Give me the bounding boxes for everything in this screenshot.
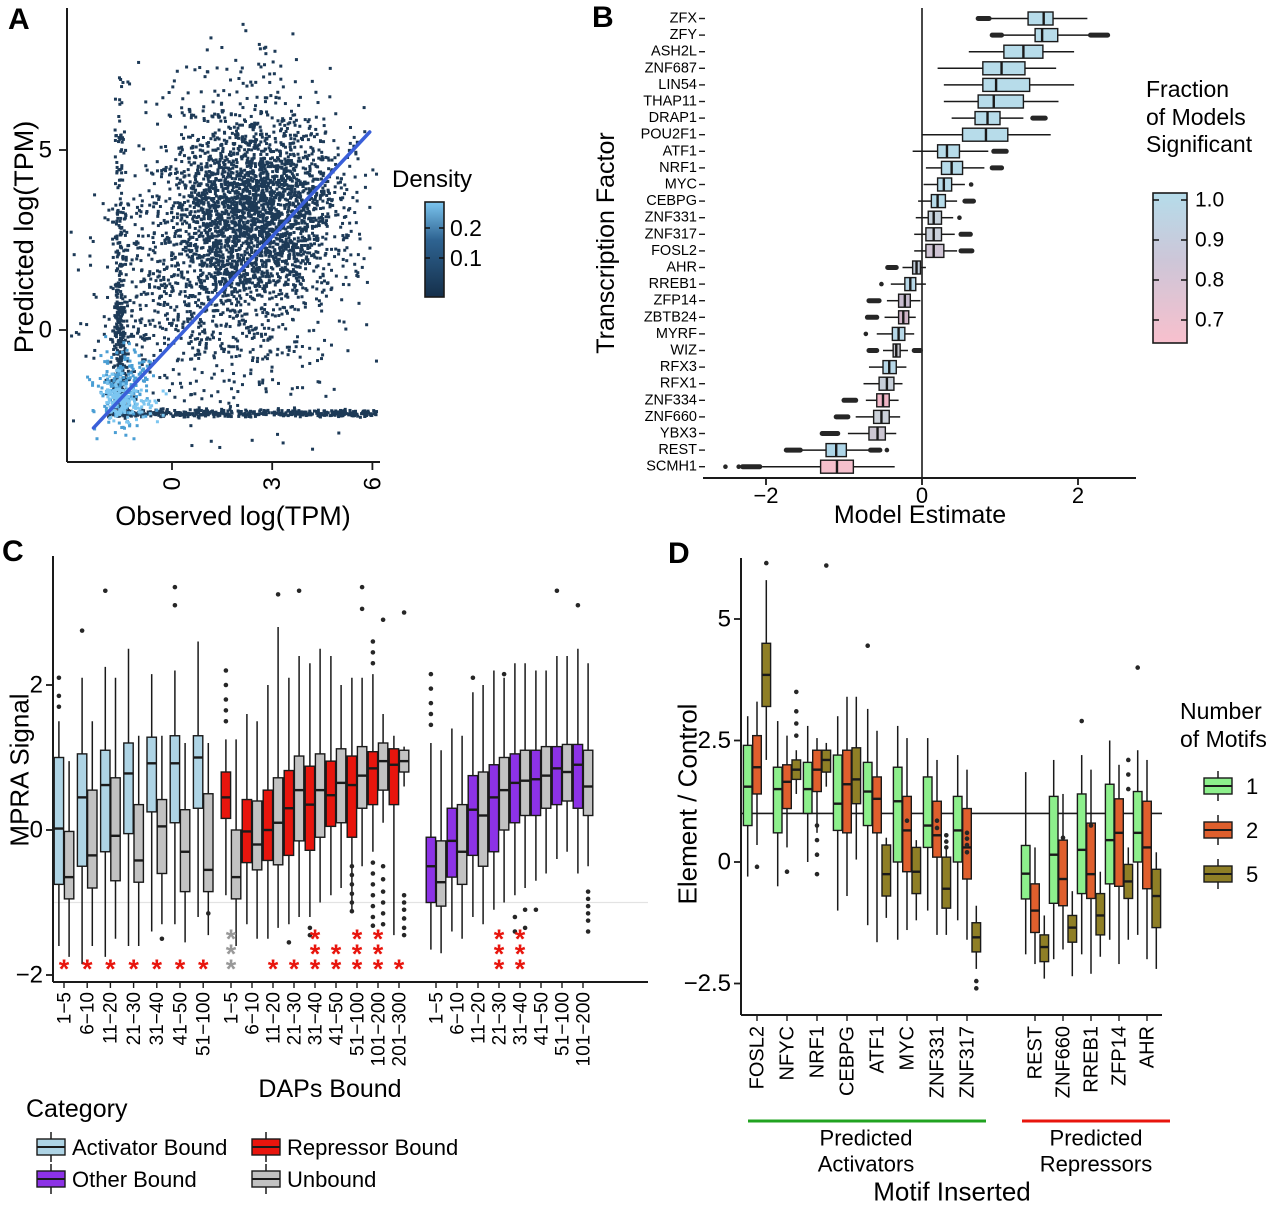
svg-text:AHR: AHR xyxy=(666,260,697,276)
svg-text:ZFY: ZFY xyxy=(670,27,698,43)
panel-a-label: A xyxy=(8,3,30,36)
panel-a-axes: 5 0 0 3 6 xyxy=(39,8,386,490)
legend-label-activator-bound: Activator Bound xyxy=(72,1135,228,1160)
predicted-repressors-label: Predicted Repressors xyxy=(1039,1125,1153,1177)
svg-text:THAP11: THAP11 xyxy=(643,94,697,110)
svg-text:ATF1: ATF1 xyxy=(663,143,697,159)
svg-text:0: 0 xyxy=(159,477,186,490)
category-legend-keys xyxy=(36,1132,281,1194)
panel-b-axes: −2 0 2 xyxy=(703,477,1136,508)
svg-text:CEBPG: CEBPG xyxy=(646,193,697,209)
svg-text:LIN54: LIN54 xyxy=(658,77,697,93)
panel-d-axes: 52.50−2.5 xyxy=(684,558,1162,1016)
svg-text:0: 0 xyxy=(39,317,52,344)
panel-a-scatter-plot: 500 3 60.20.1 xyxy=(39,8,482,490)
svg-text:ZFX: ZFX xyxy=(670,11,698,27)
motif-groups: FOSL2 NFYC NRF1 CEBPG ATF1 MYC ZNF331 ZNF317 RES… xyxy=(742,560,1162,1098)
svg-text:FOSL2: FOSL2 xyxy=(651,243,697,259)
svg-text:6: 6 xyxy=(359,477,386,490)
panel-c-y-axis-title: MPRA Signal xyxy=(4,693,35,847)
density-legend-title: Density xyxy=(392,166,473,193)
svg-text:ZNF687: ZNF687 xyxy=(645,60,697,76)
svg-text:0.2: 0.2 xyxy=(450,215,482,241)
fraction-legend: 1.00.90.80.7 xyxy=(1152,189,1224,344)
legend-label-motifs-1: 1 xyxy=(1246,774,1259,799)
legend-label-repressor-bound: Repressor Bound xyxy=(287,1135,459,1160)
motifs-legend-keys xyxy=(1203,771,1233,889)
svg-text:ASH2L: ASH2L xyxy=(651,44,697,60)
panel-b-label: B xyxy=(592,1,614,34)
fraction-legend-title: Fraction of Models Significant xyxy=(1146,76,1253,158)
panel-a-x-axis-title: Observed log(TPM) xyxy=(115,500,351,531)
motifs-legend-title: Number of Motifs xyxy=(1180,698,1267,752)
panel-c-x-axis-title: DAPs Bound xyxy=(258,1075,402,1103)
panel-c-axes: 20−2 xyxy=(16,556,648,989)
legend-label-unbound: Unbound xyxy=(287,1167,377,1192)
density-legend: 0.20.1 xyxy=(424,201,482,298)
tf-boxplot-rows: ZFXZFYASH2LZNF687LIN54THAP11DRAP1POU2F1A… xyxy=(641,11,1111,475)
scatter-points xyxy=(69,22,379,451)
category-legend-title: Category xyxy=(26,1095,128,1123)
panel-b-y-axis-title: Transcription Factor xyxy=(592,132,620,354)
panel-d-label: D xyxy=(668,537,690,570)
svg-text:NRF1: NRF1 xyxy=(659,160,697,176)
panel-d-y-axis-title: Element / Control xyxy=(672,703,703,905)
panel-d-x-axis-title: Motif Inserted xyxy=(873,1176,1031,1207)
svg-text:5: 5 xyxy=(39,137,52,164)
panel-b-boxplot: ZFXZFYASH2LZNF687LIN54THAP11DRAP1POU2F1A… xyxy=(641,8,1224,508)
legend-label-other-bound: Other Bound xyxy=(72,1167,197,1192)
panel-b-x-axis-title: Model Estimate xyxy=(833,501,1007,529)
panel-c-boxplot: *1−5*6−10*11−20*21−30*31−40*41−50*51−100… xyxy=(16,556,648,1194)
svg-text:ZNF317: ZNF317 xyxy=(645,226,697,242)
legend-label-motifs-5: 5 xyxy=(1246,862,1259,887)
svg-text:ZNF331: ZNF331 xyxy=(645,210,697,226)
dap-bins: *1−5*6−10*11−20*21−30*31−40*41−50*51−100… xyxy=(53,584,594,1067)
panel-d-boxplot: FOSL2 NFYC NRF1 CEBPG ATF1 MYC ZNF331 ZNF317 RES… xyxy=(684,558,1233,1123)
svg-text:MYC: MYC xyxy=(665,177,697,193)
svg-text:0.1: 0.1 xyxy=(450,245,482,271)
svg-text:POU2F1: POU2F1 xyxy=(641,127,697,143)
svg-text:3: 3 xyxy=(259,477,286,490)
panel-c-label: C xyxy=(2,535,24,568)
panel-a-y-axis-title: Predicted log(TPM) xyxy=(8,120,39,354)
predicted-activators-label: Predicted Activators xyxy=(817,1125,915,1177)
svg-text:DRAP1: DRAP1 xyxy=(649,110,697,126)
legend-label-motifs-2: 2 xyxy=(1246,818,1259,843)
